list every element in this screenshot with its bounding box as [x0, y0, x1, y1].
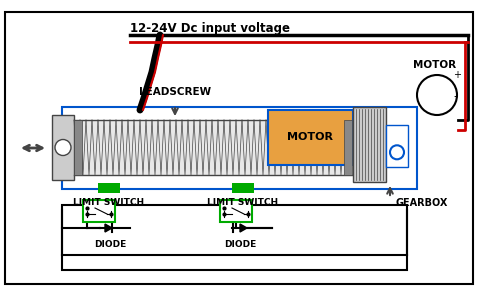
Bar: [74, 120, 82, 175]
Text: LIMIT SWITCH: LIMIT SWITCH: [73, 198, 144, 207]
Text: MOTOR: MOTOR: [413, 60, 456, 70]
Circle shape: [390, 145, 404, 159]
Text: 12-24V Dc input voltage: 12-24V Dc input voltage: [130, 22, 290, 35]
Text: LEADSCREW: LEADSCREW: [139, 87, 211, 97]
Circle shape: [417, 75, 457, 115]
Bar: [386, 125, 408, 167]
Text: DIODE: DIODE: [224, 240, 256, 249]
Bar: [83, 200, 115, 222]
Text: LIMIT SWITCH: LIMIT SWITCH: [207, 198, 278, 207]
Bar: [268, 110, 353, 165]
Bar: [62, 205, 407, 270]
Bar: [62, 107, 417, 189]
Bar: [98, 183, 120, 193]
Bar: [344, 120, 352, 175]
Text: DIODE: DIODE: [94, 240, 126, 249]
Text: GEARBOX: GEARBOX: [396, 198, 448, 208]
Text: -: -: [453, 90, 457, 103]
Circle shape: [55, 139, 71, 155]
Bar: [52, 115, 74, 180]
Polygon shape: [105, 224, 112, 232]
Bar: [74, 120, 352, 175]
Text: +: +: [453, 70, 461, 80]
Bar: [353, 107, 386, 182]
Text: MOTOR: MOTOR: [288, 132, 334, 143]
Polygon shape: [240, 224, 247, 232]
Bar: [232, 183, 254, 193]
Bar: [220, 200, 252, 222]
